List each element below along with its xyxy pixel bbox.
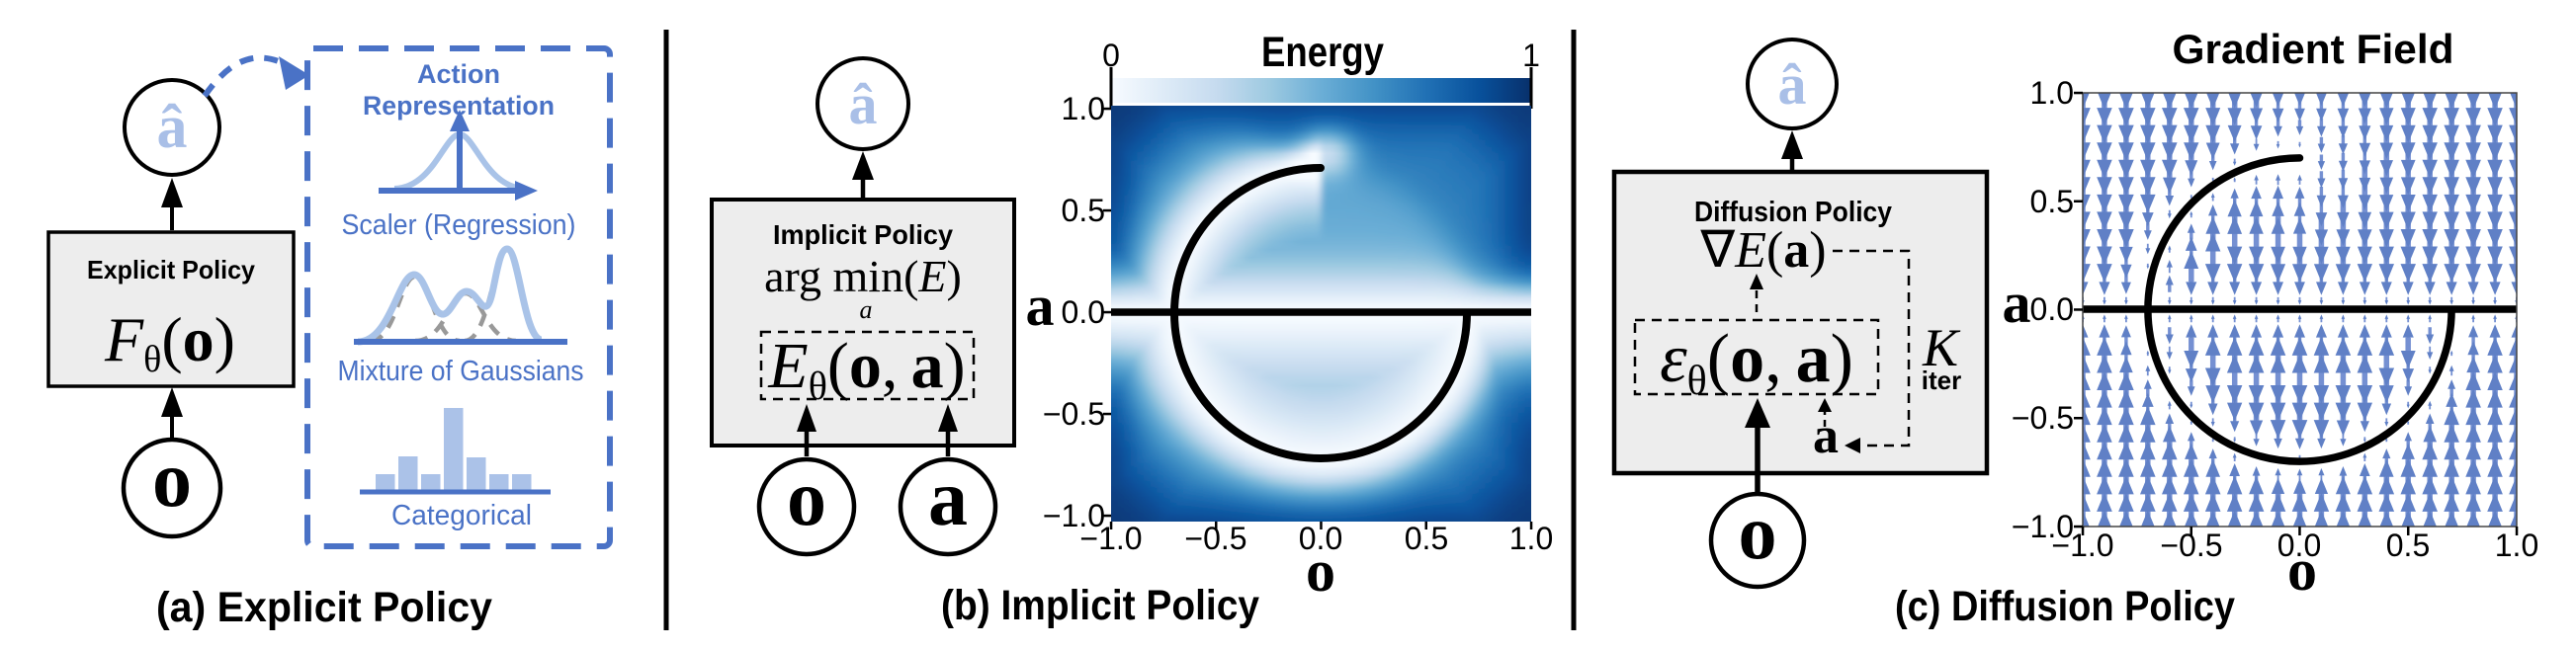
svg-text:−0.5: −0.5	[1184, 521, 1246, 556]
svg-text:Gradient Field: Gradient Field	[2173, 26, 2454, 72]
svg-text:−1.0: −1.0	[2051, 528, 2113, 563]
svg-text:εθ(o, a): εθ(o, a)	[1660, 321, 1853, 404]
svg-text:Categorical: Categorical	[391, 500, 532, 531]
svg-text:−0.5: −0.5	[1043, 396, 1105, 432]
svg-text:Action: Action	[417, 59, 500, 89]
svg-text:−1.0: −1.0	[1079, 521, 1142, 556]
svg-text:∇E(a): ∇E(a)	[1699, 222, 1826, 279]
svg-text:0.5: 0.5	[1405, 521, 1448, 556]
svg-text:1.0: 1.0	[1062, 91, 1105, 126]
svg-text:(b) Implicit Policy: (b) Implicit Policy	[941, 582, 1259, 629]
svg-text:Fθ(o): Fθ(o)	[104, 304, 235, 380]
svg-text:a: a	[2003, 271, 2031, 335]
svg-text:Implicit Policy: Implicit Policy	[773, 219, 953, 250]
svg-text:â: â	[849, 72, 878, 136]
svg-text:K: K	[1922, 318, 1961, 377]
svg-text:−0.5: −0.5	[2012, 400, 2074, 436]
svg-text:(c) Diffusion Policy: (c) Diffusion Policy	[1895, 583, 2235, 630]
svg-text:o: o	[1739, 489, 1777, 575]
svg-text:o: o	[152, 437, 192, 524]
svg-text:0.5: 0.5	[2030, 184, 2074, 219]
svg-text:o: o	[2287, 537, 2317, 603]
svg-text:Mixture of Gaussians: Mixture of Gaussians	[338, 356, 584, 387]
svg-text:Eθ(o, a): Eθ(o, a)	[767, 330, 965, 408]
svg-text:1.0: 1.0	[1509, 521, 1553, 556]
svg-text:1: 1	[1522, 38, 1540, 73]
svg-text:arg min(E): arg min(E)	[764, 251, 962, 301]
svg-text:â: â	[1778, 52, 1807, 117]
svg-text:Energy: Energy	[1261, 29, 1384, 76]
svg-text:Scaler (Regression): Scaler (Regression)	[342, 209, 576, 241]
svg-text:0.5: 0.5	[1062, 193, 1105, 228]
svg-text:0.0: 0.0	[1299, 521, 1342, 556]
svg-text:(a) Explicit Policy: (a) Explicit Policy	[156, 584, 492, 631]
svg-text:1.0: 1.0	[2030, 75, 2074, 111]
svg-text:−1.0: −1.0	[1043, 498, 1105, 533]
svg-text:o: o	[1306, 538, 1335, 604]
svg-text:−1.0: −1.0	[2012, 509, 2074, 544]
svg-text:o: o	[787, 455, 826, 542]
svg-text:0.0: 0.0	[2030, 291, 2074, 327]
svg-text:1.0: 1.0	[2495, 528, 2538, 563]
svg-text:−0.5: −0.5	[2160, 528, 2222, 563]
svg-text:a: a	[1026, 274, 1055, 338]
svg-text:Explicit Policy: Explicit Policy	[87, 255, 256, 284]
svg-text:0.0: 0.0	[1062, 294, 1105, 330]
svg-text:Diffusion Policy: Diffusion Policy	[1694, 197, 1892, 228]
svg-text:0.0: 0.0	[2277, 528, 2321, 563]
svg-text:a: a	[928, 455, 968, 542]
svg-text:0.5: 0.5	[2386, 528, 2430, 563]
svg-text:a: a	[1813, 408, 1839, 464]
svg-text:â: â	[157, 94, 188, 161]
svg-text:a: a	[860, 295, 873, 324]
svg-text:0: 0	[1102, 38, 1120, 73]
svg-text:iter: iter	[1922, 366, 1961, 395]
